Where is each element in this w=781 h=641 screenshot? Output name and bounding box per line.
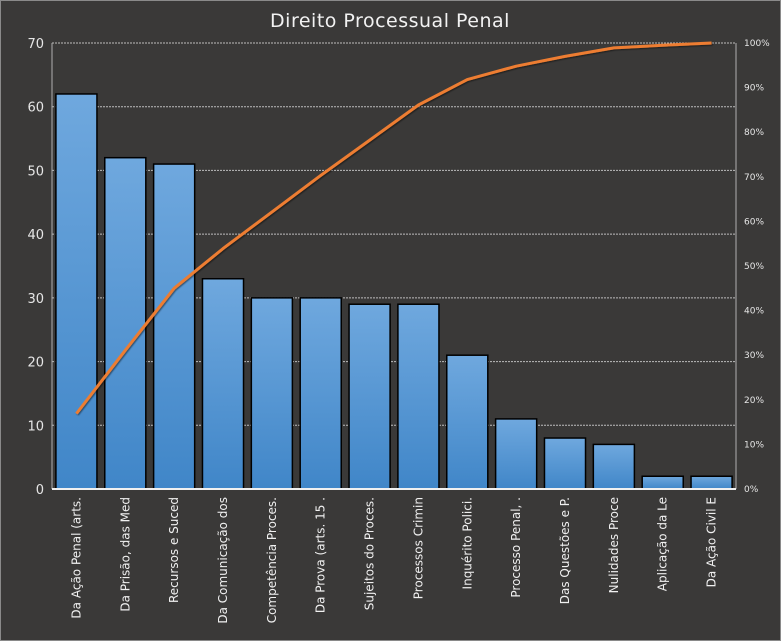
y2-axis-ticks: 0% 10% 20% 30% 40% 50% 60% 70% 80% 90% 100%: [744, 39, 770, 495]
bar: [201, 277, 245, 490]
y-tick-label: 20: [27, 356, 44, 371]
bar: [690, 475, 733, 490]
bar: [299, 297, 342, 490]
x-tick-label: Das Questões e P.: [558, 497, 572, 604]
y2-tick-label: 90%: [744, 84, 764, 94]
y2-tick-label: 0%: [744, 485, 759, 495]
y2-tick-label: 40%: [744, 307, 764, 317]
x-tick-label: Processo Penal, .: [509, 497, 523, 598]
axes: [51, 43, 737, 490]
x-tick-label: Recursos e Suced: [167, 497, 181, 603]
y-tick-label: 40: [27, 228, 44, 243]
bar: [348, 303, 391, 490]
x-tick-label: Competência Proces.: [265, 497, 279, 623]
bar: [55, 93, 98, 490]
y2-tick-label: 30%: [744, 351, 764, 361]
bars: [55, 93, 733, 490]
y2-tick-label: 10%: [744, 440, 764, 450]
x-tick-label: Da Comunicação dos: [216, 497, 230, 624]
x-axis-ticks: Da Ação Penal (arts. Da Prisão, das Med Re…: [69, 497, 718, 624]
x-tick-label: Processos Crimin: [411, 497, 425, 599]
y-tick-label: 50: [27, 164, 44, 179]
bar: [250, 297, 294, 490]
x-tick-label: Sujeitos do Proces.: [363, 497, 377, 610]
cumulative-percent-line: [75, 41, 712, 415]
y-tick-label: 70: [27, 37, 44, 52]
bar: [446, 354, 489, 490]
bar: [494, 418, 538, 490]
y2-tick-label: 80%: [744, 128, 764, 138]
x-tick-label: Da Ação Penal (arts.: [69, 497, 83, 619]
y2-tick-label: 50%: [744, 262, 764, 272]
y-tick-label: 0: [36, 483, 44, 498]
x-tick-label: Nulidades Proce: [607, 497, 621, 593]
y-tick-label: 30: [27, 292, 44, 307]
x-tick-label: Da Prova (arts. 15 .: [314, 497, 328, 613]
x-tick-label: Da Ação Civil E: [705, 497, 719, 587]
x-tick-label: Da Prisão, das Med: [118, 497, 132, 612]
bar: [104, 156, 147, 490]
bar: [152, 163, 196, 490]
y2-tick-label: 70%: [744, 173, 764, 183]
y-tick-label: 60: [27, 101, 44, 116]
y2-tick-label: 60%: [744, 217, 764, 227]
bar: [641, 475, 684, 490]
bar: [543, 437, 587, 490]
y2-tick-label: 100%: [744, 39, 770, 49]
bar: [592, 443, 636, 490]
x-tick-label: Inquérito Polici.: [460, 497, 474, 589]
y-tick-label: 10: [27, 419, 44, 434]
x-tick-label: Aplicação da Le: [656, 497, 670, 591]
chart-title: Direito Processual Penal: [270, 10, 510, 32]
cumulative-line: [75, 41, 712, 415]
y2-tick-label: 20%: [744, 396, 764, 406]
y-axis-ticks: 0 10 20 30 40 50 60 70: [27, 37, 44, 498]
bar: [397, 303, 440, 490]
